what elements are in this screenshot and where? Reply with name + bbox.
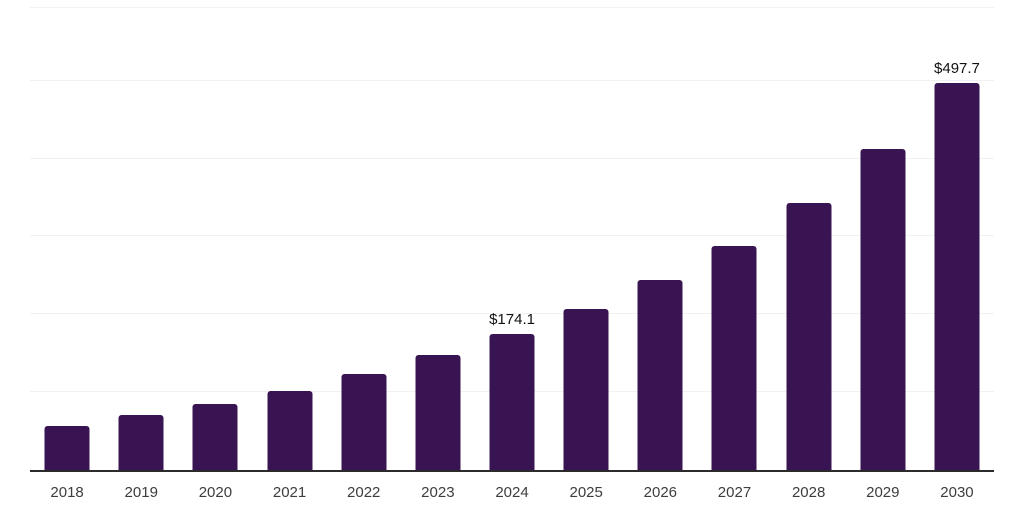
x-axis-label-2024: 2024 xyxy=(495,484,529,501)
bar-group-2025 xyxy=(549,8,623,470)
x-axis-label-2022: 2022 xyxy=(347,484,381,501)
x-axis-label-2025: 2025 xyxy=(569,484,603,501)
bar-2028 xyxy=(786,203,832,470)
value-label-2030: $497.7 xyxy=(934,59,980,77)
bar-2023 xyxy=(415,355,461,470)
x-axis-label-2028: 2028 xyxy=(791,484,826,501)
gridline-500 xyxy=(30,79,994,81)
value-label-2024: $174.1 xyxy=(489,311,535,329)
x-axis-label-2023: 2023 xyxy=(421,484,455,501)
bar-group-2018 xyxy=(30,8,104,470)
gridline-200 xyxy=(30,313,994,315)
bar-group-2024: $174.1 xyxy=(475,8,549,470)
x-axis-labels: 2018 2019 2020 2021 2022 2023 2024 2025 2026 2027… xyxy=(30,484,994,501)
x-axis-label-2021: 2021 xyxy=(272,484,307,501)
bar-2019 xyxy=(118,415,164,470)
bar-group-2026 xyxy=(623,8,697,470)
bar-group-2021 xyxy=(252,8,326,470)
x-axis-label-2020: 2020 xyxy=(198,484,233,501)
bar-2021 xyxy=(267,391,313,470)
x-axis-label-2029: 2029 xyxy=(866,484,900,501)
bar-group-2023 xyxy=(401,8,475,470)
bar-group-2022 xyxy=(327,8,401,470)
bar-group-2027 xyxy=(697,8,771,470)
plot-area: $174.1 $497.7 xyxy=(30,7,994,472)
bar-group-2030: $497.7 xyxy=(920,8,994,470)
gridline-300 xyxy=(30,235,994,237)
x-axis-label-2026: 2026 xyxy=(643,484,678,501)
bar-2027 xyxy=(711,245,757,470)
bar-2018 xyxy=(44,426,90,470)
bar-2030 xyxy=(934,82,980,470)
bar-2026 xyxy=(637,279,683,470)
bar-group-2029 xyxy=(846,8,920,470)
x-axis-label-2018: 2018 xyxy=(50,484,84,501)
bar-2029 xyxy=(860,148,906,470)
bar-group-2020 xyxy=(178,8,252,470)
x-axis-label-2019: 2019 xyxy=(124,484,158,501)
bar-group-2028 xyxy=(772,8,846,470)
bar-series: $174.1 $497.7 xyxy=(30,8,994,470)
gridline-400 xyxy=(30,157,994,159)
bar-2022 xyxy=(341,373,387,470)
x-axis-label-2027: 2027 xyxy=(717,484,752,501)
x-axis-label-2030: 2030 xyxy=(940,484,974,501)
bar-2025 xyxy=(563,308,609,470)
bar-group-2019 xyxy=(104,8,178,470)
bar-2020 xyxy=(192,404,238,470)
bar-2024 xyxy=(489,334,535,470)
